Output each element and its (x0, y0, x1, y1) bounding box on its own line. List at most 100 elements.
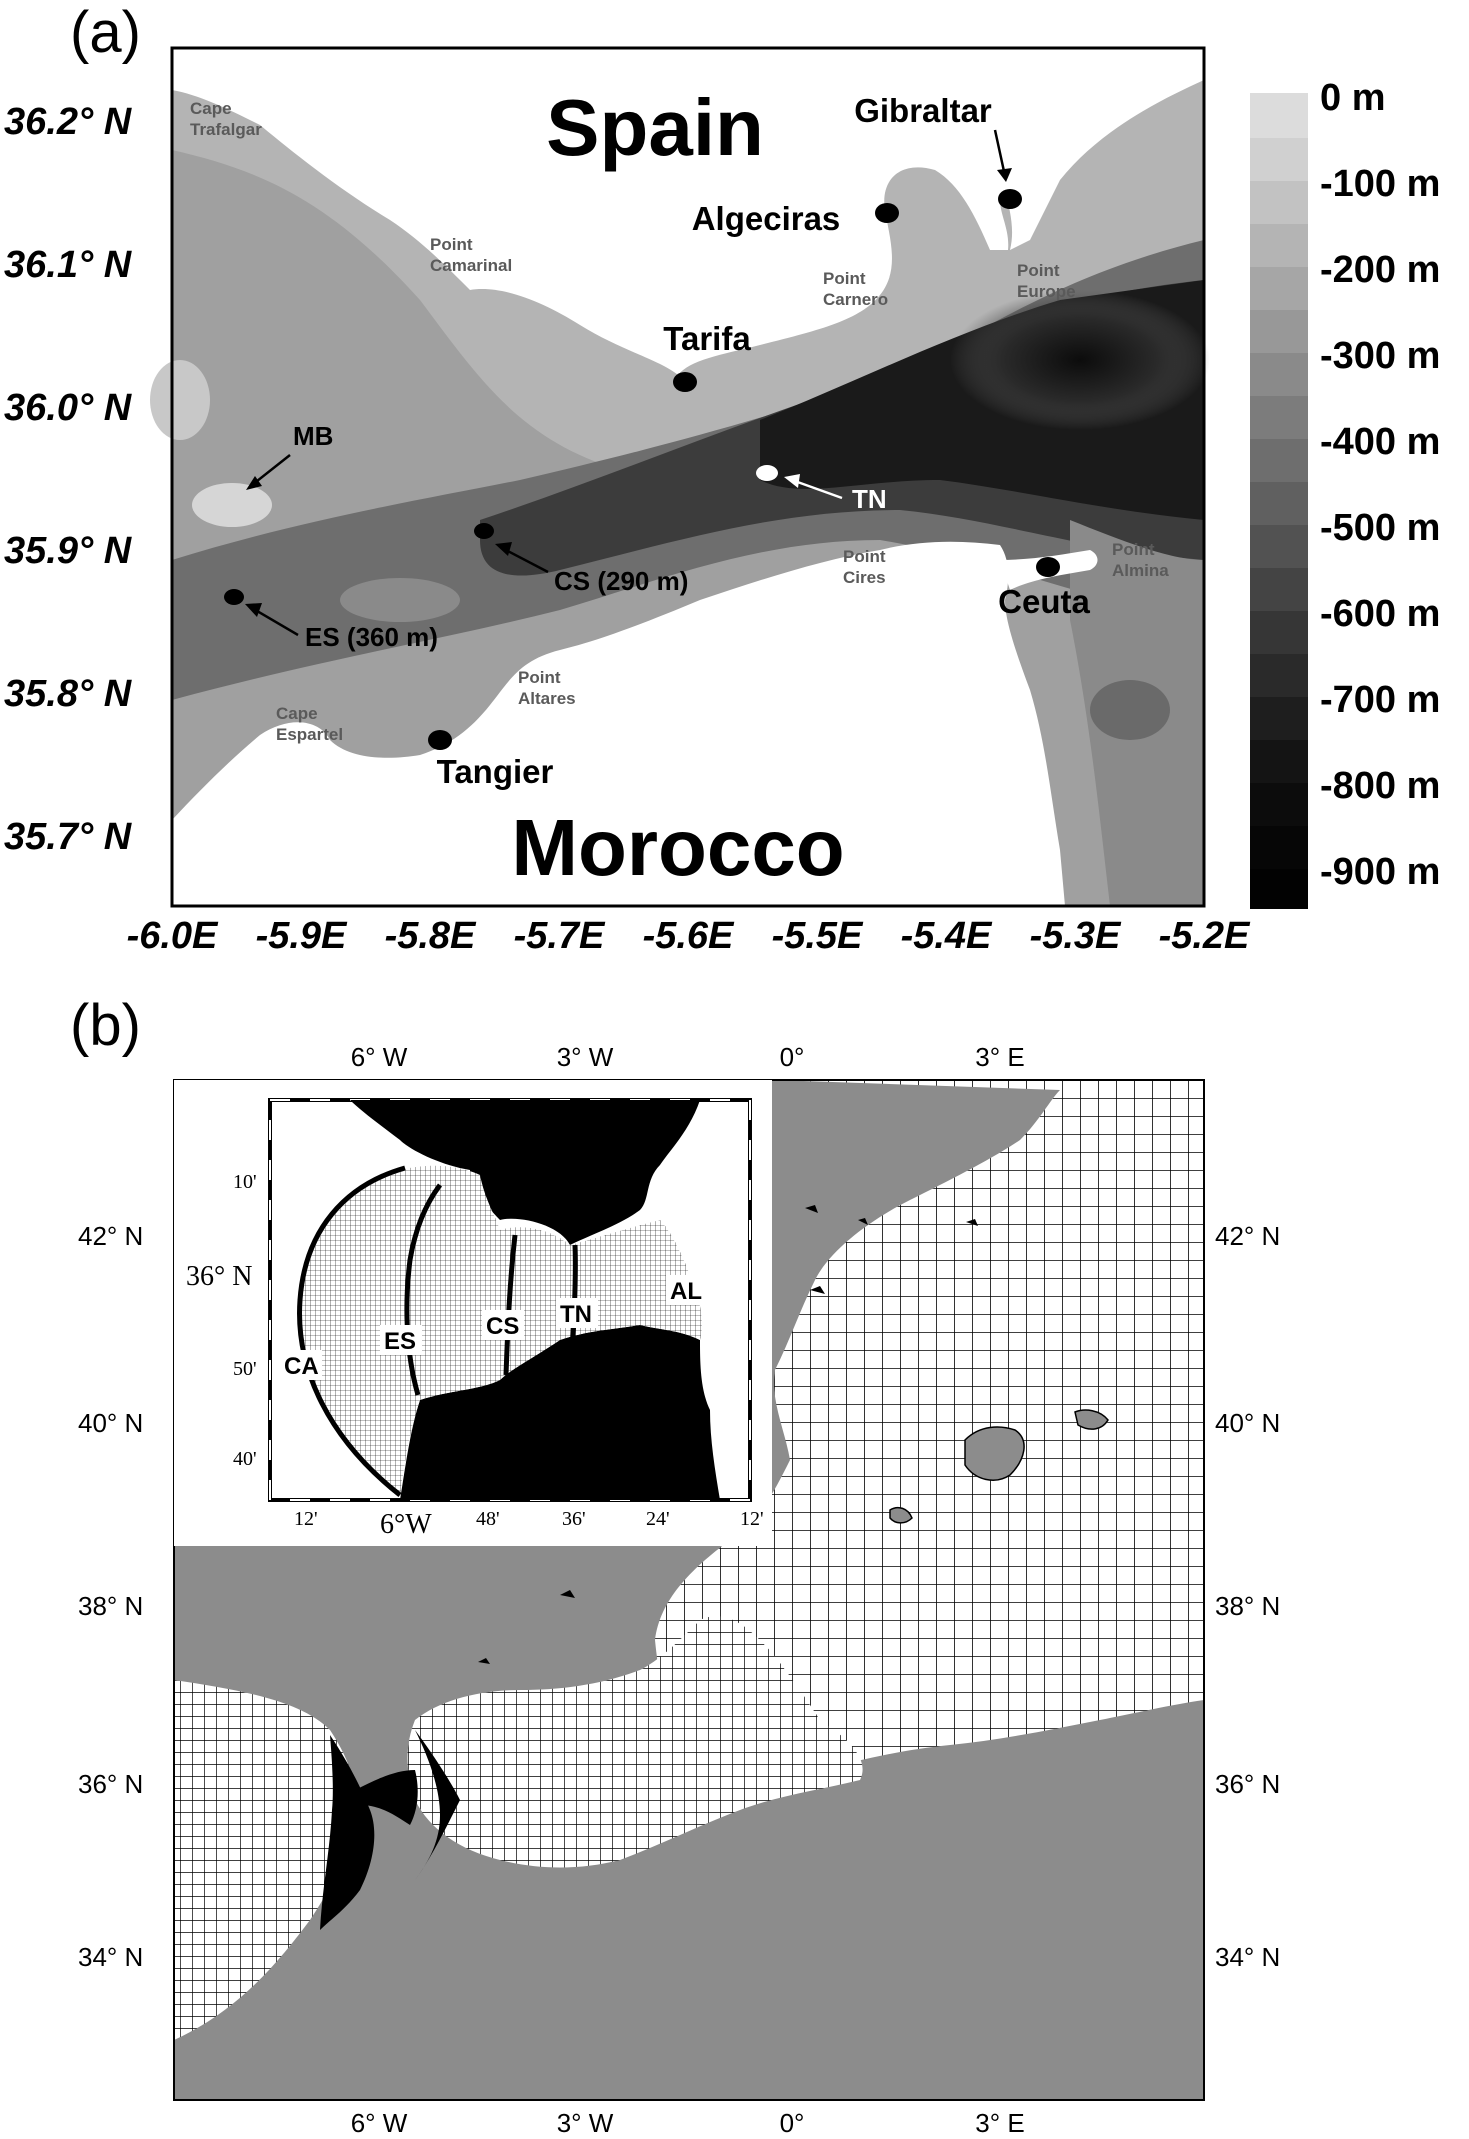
cbar-label-700: -700 m (1320, 679, 1440, 721)
lat-right-40: 40° N (1215, 1408, 1280, 1438)
lat-left-38: 38° N (78, 1591, 143, 1621)
cs-arrow (501, 546, 549, 574)
mb-arrowhead (246, 476, 262, 490)
lon-label-5-4: -5.4E (901, 915, 993, 957)
lon-top-3w: 3° W (557, 1042, 614, 1072)
mb-arrow (251, 454, 291, 486)
label-point-altares: Point Altares (518, 668, 576, 708)
lon-label-6-0: -6.0E (127, 915, 219, 957)
lon-label-5-8: -5.8E (385, 915, 477, 957)
point-camarinal-line2: Camarinal (430, 256, 512, 275)
panel-b-label: (b) (70, 993, 141, 1058)
point-altares-line2: Altares (518, 689, 576, 708)
tangier-dot (428, 730, 452, 750)
station-cs-marker (474, 523, 494, 539)
cbar-label-0: 0 m (1320, 77, 1385, 119)
section-label-al: AL (670, 1278, 702, 1305)
es-arrowhead (245, 603, 262, 617)
inset-lon-6w: 6°W (380, 1509, 432, 1540)
cbar-label-500: -500 m (1320, 507, 1440, 549)
algeciras-dot (875, 203, 899, 223)
lon-bottom-3e: 3° E (975, 2108, 1024, 2138)
lat-label-35-7: 35.7° N (4, 816, 133, 858)
cbar-label-600: -600 m (1320, 593, 1440, 635)
tarifa-dot (673, 372, 697, 392)
station-es-marker (224, 589, 244, 605)
bathymetry-map (150, 46, 1210, 908)
lon-bottom-0: 0° (780, 2108, 805, 2138)
tn-arrow (791, 478, 843, 500)
section-label-ca: CA (284, 1353, 319, 1380)
lat-right-34: 34° N (1215, 1942, 1280, 1972)
inset-lat-40: 40' (233, 1448, 257, 1470)
lat-label-36-1: 36.1° N (4, 244, 133, 286)
cbar-label-800: -800 m (1320, 765, 1440, 807)
es-arrow (251, 606, 299, 637)
cape-espartel-line1: Cape (276, 704, 318, 723)
cbar-label-100: -100 m (1320, 163, 1440, 205)
lat-left-40: 40° N (78, 1408, 143, 1438)
lon-top-3e: 3° E (975, 1042, 1024, 1072)
point-carnero-line2: Carnero (823, 290, 888, 309)
label-point-europe: Point Europe (1017, 261, 1076, 301)
cbar-label-300: -300 m (1320, 335, 1440, 377)
inset-lat-36n: 36° N (186, 1261, 252, 1292)
lon-label-5-6: -5.6E (643, 915, 735, 957)
lon-label-5-3: -5.3E (1030, 915, 1122, 957)
lon-top-6w: 6° W (351, 1042, 408, 1072)
panel-a-label: (a) (70, 0, 141, 65)
city-gibraltar: Gibraltar (854, 92, 992, 129)
lon-bottom-3w: 3° W (557, 2108, 614, 2138)
point-cires-line2: Cires (843, 568, 886, 587)
inset-map (174, 1080, 772, 1546)
tn-arrowhead (784, 474, 800, 488)
station-tn-label: TN (852, 484, 887, 514)
cape-trafalgar-line2: Trafalgar (190, 120, 262, 139)
point-europe-line1: Point (1017, 261, 1060, 280)
point-almina-line1: Point (1112, 540, 1155, 559)
inset-lon-24: 24' (646, 1508, 670, 1530)
inset-lat-10: 10' (233, 1171, 257, 1193)
station-mb-label: MB (293, 421, 333, 451)
gibraltar-arrowhead (997, 168, 1012, 182)
city-ceuta: Ceuta (998, 583, 1090, 620)
lat-label-36-0: 36.0° N (4, 387, 133, 429)
lat-left-34: 34° N (78, 1942, 143, 1972)
lon-top-0: 0° (780, 1042, 805, 1072)
label-point-almina: Point Almina (1112, 540, 1169, 580)
cbar-label-900: -900 m (1320, 851, 1440, 893)
station-tn-marker (756, 465, 778, 481)
section-label-cs: CS (486, 1313, 519, 1340)
point-europe-line2: Europe (1017, 282, 1076, 301)
city-algeciras: Algeciras (692, 200, 841, 237)
inset-lon-12w: 12' (294, 1508, 318, 1530)
point-almina-line2: Almina (1112, 561, 1169, 580)
lat-label-35-8: 35.8° N (4, 673, 133, 715)
lon-label-5-7: -5.7E (514, 915, 606, 957)
point-altares-line1: Point (518, 668, 561, 687)
colorbar (1250, 93, 1308, 909)
city-tangier: Tangier (437, 753, 554, 790)
station-cs-label: CS (290 m) (554, 566, 688, 596)
lat-left-36: 36° N (78, 1769, 143, 1799)
cape-trafalgar-line1: Cape (190, 99, 232, 118)
label-cape-trafalgar: Cape Trafalgar (190, 99, 262, 139)
city-tarifa: Tarifa (663, 320, 751, 357)
inset-lon-36: 36' (562, 1508, 586, 1530)
lat-right-42: 42° N (1215, 1221, 1280, 1251)
lon-bottom-6w: 6° W (351, 2108, 408, 2138)
section-label-tn: TN (560, 1301, 592, 1328)
cs-arrowhead (495, 542, 512, 556)
lon-label-5-2: -5.2E (1159, 915, 1251, 957)
lat-right-36: 36° N (1215, 1769, 1280, 1799)
lat-label-36-2: 36.2° N (4, 101, 133, 143)
gibraltar-arrow (993, 129, 1007, 177)
inset-lon-48: 48' (476, 1508, 500, 1530)
section-label-es: ES (384, 1328, 416, 1355)
point-cires-line1: Point (843, 547, 886, 566)
lon-label-5-5: -5.5E (772, 915, 864, 957)
country-morocco: Morocco (511, 803, 844, 892)
station-es-label: ES (360 m) (305, 622, 438, 652)
inset-lon-12e: 12' (740, 1508, 764, 1530)
